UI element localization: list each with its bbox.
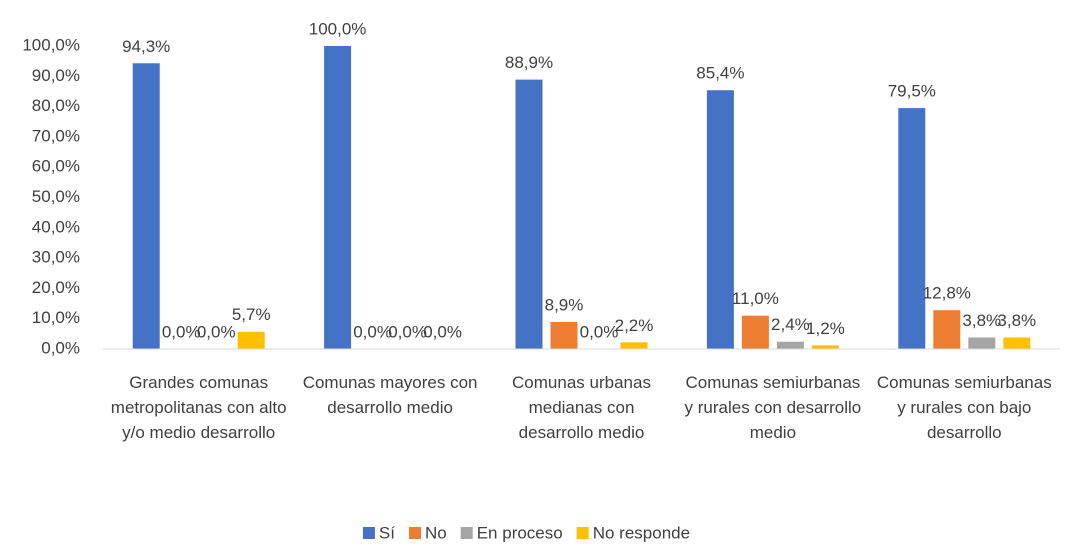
bar — [933, 310, 961, 349]
bar — [237, 331, 265, 349]
legend-swatch — [460, 527, 473, 539]
y-tick-label: 10,0% — [32, 308, 80, 327]
bar — [811, 345, 839, 349]
bar — [620, 342, 648, 349]
data-label: 79,5% — [888, 82, 936, 101]
data-label: 3,8% — [997, 311, 1036, 330]
y-tick-label: 80,0% — [32, 96, 80, 115]
x-tick-label: Comunas mayores con desarrollo medio — [302, 373, 478, 417]
data-label: 94,3% — [122, 37, 170, 56]
bar — [324, 46, 352, 349]
bar — [898, 108, 926, 350]
bar — [706, 90, 734, 349]
legend-swatch — [362, 527, 375, 539]
y-tick-label: 30,0% — [32, 248, 80, 267]
data-label: 0,0% — [423, 322, 462, 341]
data-label: 1,2% — [806, 319, 845, 338]
bar — [550, 322, 578, 349]
y-tick-label: 50,0% — [32, 187, 80, 206]
data-label: 12,8% — [923, 284, 971, 303]
x-tick-label: Grandes comunas metropolitanas con alto … — [110, 373, 287, 442]
y-tick-label: 20,0% — [32, 278, 80, 297]
x-tick-label: Comunas semiurbanas y rurales con bajo d… — [876, 373, 1052, 442]
bar — [741, 315, 769, 349]
bar — [968, 337, 996, 349]
data-label: 5,7% — [232, 305, 271, 324]
legend-label: En proceso — [477, 523, 563, 542]
data-label: 0,0% — [388, 322, 427, 341]
data-label: 0,0% — [580, 322, 619, 341]
data-label: 2,4% — [771, 315, 810, 334]
legend-swatch — [576, 527, 589, 539]
legend-label: No responde — [593, 523, 690, 542]
y-tick-label: 40,0% — [32, 217, 80, 236]
legend-swatch — [408, 527, 421, 539]
bar — [515, 79, 543, 350]
y-tick-label: 0,0% — [41, 338, 80, 357]
data-label: 88,9% — [505, 53, 553, 72]
legend-item: Sí — [362, 523, 395, 542]
bar — [1003, 337, 1031, 349]
legend-label: No — [425, 523, 447, 542]
y-tick-label: 70,0% — [32, 126, 80, 145]
data-label: 2,2% — [615, 316, 654, 335]
data-label: 0,0% — [162, 322, 201, 341]
x-tick-label: Comunas urbanas medianas con desarrollo … — [512, 373, 651, 442]
data-label: 8,9% — [545, 296, 584, 315]
legend-item: No responde — [576, 523, 690, 542]
y-tick-label: 90,0% — [32, 66, 80, 85]
data-label: 3,8% — [962, 311, 1001, 330]
data-label: 11,0% — [732, 289, 779, 308]
legend-label: Sí — [379, 523, 395, 542]
bar — [776, 341, 804, 349]
legend-item: En proceso — [460, 523, 563, 542]
data-label: 85,4% — [696, 64, 744, 83]
data-label: 0,0% — [197, 322, 236, 341]
data-label: 0,0% — [353, 322, 392, 341]
legend-item: No — [408, 523, 447, 542]
x-tick-label: Comunas semiurbanas y rurales con desarr… — [684, 373, 862, 442]
bar — [132, 63, 160, 350]
y-tick-label: 60,0% — [32, 157, 80, 176]
y-tick-label: 100,0% — [22, 35, 80, 54]
data-label: 100,0% — [309, 19, 367, 38]
